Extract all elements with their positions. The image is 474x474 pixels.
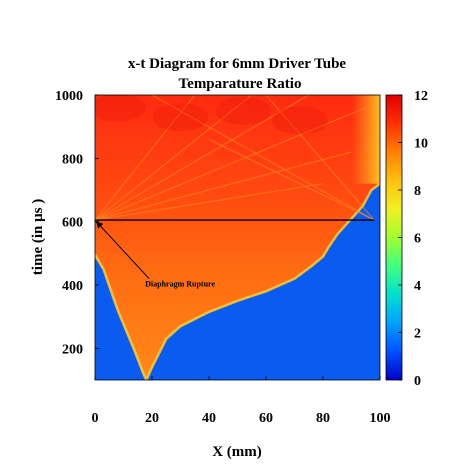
hot-lobe bbox=[272, 106, 329, 135]
hot-lobe bbox=[215, 96, 272, 125]
x-axis-label: X (mm) bbox=[212, 444, 262, 460]
colorbar-tick-label: 10 bbox=[414, 137, 428, 152]
x-axis-ticks: 0 20 40 60 80 100 bbox=[92, 376, 391, 426]
y-tick-label: 1000 bbox=[55, 89, 83, 104]
plot-area bbox=[95, 95, 380, 380]
hot-lobe bbox=[95, 95, 146, 122]
x-tick-label: 0 bbox=[92, 411, 99, 426]
colorbar-tick-label: 0 bbox=[414, 374, 421, 389]
wave-streak bbox=[95, 95, 310, 221]
hot-lobe bbox=[152, 103, 209, 132]
heated-region bbox=[95, 95, 380, 380]
wave-streak bbox=[151, 95, 375, 221]
wave-streaks bbox=[95, 95, 375, 221]
y-tick-label: 600 bbox=[62, 216, 83, 231]
y-axis-ticks: 200 400 600 800 1000 bbox=[55, 89, 99, 357]
colorbar-ticks: 0 2 4 6 8 10 12 bbox=[398, 89, 428, 389]
right-edge-band bbox=[351, 95, 380, 184]
colorbar-tick-label: 4 bbox=[414, 279, 421, 294]
wave-streak bbox=[95, 95, 196, 221]
wave-streak bbox=[95, 151, 352, 221]
x-tick-label: 80 bbox=[316, 411, 330, 426]
colorbar bbox=[386, 95, 402, 380]
wave-streak bbox=[208, 138, 375, 221]
annotation-arrow bbox=[95, 221, 150, 280]
front-boundary-edge bbox=[95, 182, 380, 380]
y-tick-label: 200 bbox=[62, 342, 83, 357]
y-tick-label: 800 bbox=[62, 152, 83, 167]
colorbar-tick-label: 8 bbox=[414, 184, 421, 199]
chart-title-line1: x-t Diagram for 6mm Driver Tube bbox=[128, 56, 347, 72]
y-tick-label: 400 bbox=[62, 279, 83, 294]
plot-frame bbox=[94, 94, 381, 381]
wave-streak bbox=[95, 95, 253, 221]
x-tick-label: 40 bbox=[202, 411, 216, 426]
x-tick-label: 20 bbox=[145, 411, 159, 426]
colorbar-tick-label: 6 bbox=[414, 232, 421, 247]
colorbar-tick-label: 2 bbox=[414, 327, 421, 342]
y-axis-label: time (in μs ) bbox=[30, 199, 46, 275]
colorbar-tick-label: 12 bbox=[414, 89, 428, 104]
wave-streak bbox=[95, 183, 324, 221]
wave-streak bbox=[265, 95, 375, 221]
x-tick-label: 60 bbox=[259, 411, 273, 426]
annotation-diaphragm-rupture: Diaphragm Rupture bbox=[145, 280, 215, 289]
wave-streak bbox=[95, 107, 366, 221]
x-tick-label: 100 bbox=[370, 411, 391, 426]
chart-title-line2: Temparature Ratio bbox=[179, 76, 302, 92]
